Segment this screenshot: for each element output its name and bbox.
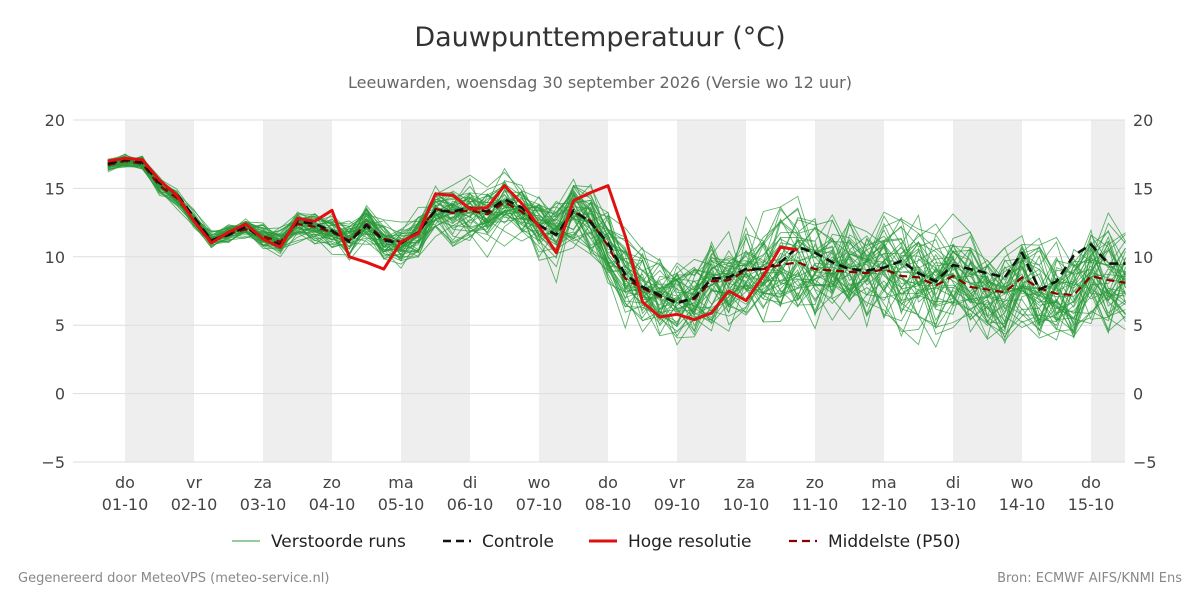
x-tick-day: zo [806, 473, 824, 492]
x-tick-date: 08-10 [585, 495, 632, 514]
y-tick-label-right: 10 [1133, 248, 1153, 267]
x-tick-day: wo [1011, 473, 1034, 492]
night-band-2 [401, 120, 470, 462]
x-tick-date: 15-10 [1068, 495, 1115, 514]
series-line-hoge-resolutie [107, 156, 799, 322]
x-tick-day: vr [669, 473, 685, 492]
x-tick-day: do [1081, 473, 1101, 492]
chart-subtitle: Leeuwarden, woensdag 30 september 2026 (… [348, 73, 852, 92]
main-series-lines [107, 156, 1126, 322]
night-band-1 [263, 120, 332, 462]
night-bands [125, 120, 1125, 462]
x-tick-date: 01-10 [102, 495, 149, 514]
x-tick-date: 10-10 [723, 495, 770, 514]
y-axis-right-labels: −5 0 5 10 15 20 [1133, 111, 1157, 472]
y-tick-label-right: 5 [1133, 316, 1143, 335]
y-tick-label-left: 0 [55, 385, 65, 404]
x-tick-date: 12-10 [861, 495, 908, 514]
legend-label: Controle [482, 532, 554, 552]
y-axis-left-labels: −5 0 5 10 15 20 [41, 111, 65, 472]
legend: Verstoorde runs Controle Hoge resolutie Mid… [232, 532, 961, 552]
footer-source: Bron: ECMWF AIFS/KNMI Ens [997, 571, 1182, 586]
night-band-0 [125, 120, 194, 462]
ensemble-member-line [107, 163, 1126, 333]
y-tick-label-left: 20 [45, 111, 65, 130]
x-axis-labels: do 01-10 vr 02-10 za 03-10 zo 04-10 ma 05-10 di 06-… [102, 473, 1115, 514]
y-tick-label-right: 15 [1133, 179, 1153, 198]
y-tick-label-left: 15 [45, 179, 65, 198]
footer-credit: Gegenereerd door MeteoVPS (meteo-service… [18, 571, 330, 586]
x-tick-date: 13-10 [930, 495, 977, 514]
ensemble-member-line [107, 159, 1126, 335]
x-tick-date: 02-10 [171, 495, 218, 514]
ensemble-member-line [107, 159, 1126, 329]
y-tick-label-left: 5 [55, 316, 65, 335]
x-tick-day: za [737, 473, 755, 492]
x-tick-day: ma [388, 473, 413, 492]
ensemble-member-line [107, 163, 1126, 325]
legend-label: Middelste (P50) [828, 532, 961, 552]
x-tick-date: 07-10 [516, 495, 563, 514]
y-tick-label-right: 0 [1133, 385, 1143, 404]
night-band-3 [539, 120, 608, 462]
y-tick-label-left: −5 [41, 453, 65, 472]
x-tick-date: 05-10 [378, 495, 425, 514]
x-tick-date: 09-10 [654, 495, 701, 514]
y-tick-label-left: 10 [45, 248, 65, 267]
x-tick-day: wo [528, 473, 551, 492]
x-tick-day: do [115, 473, 135, 492]
x-tick-day: di [463, 473, 478, 492]
x-tick-date: 06-10 [447, 495, 494, 514]
x-tick-date: 03-10 [240, 495, 287, 514]
y-tick-label-right: 20 [1133, 111, 1153, 130]
legend-label: Hoge resolutie [628, 532, 752, 552]
series-line-controle [107, 158, 1126, 305]
ensemble-member-line [107, 162, 1126, 324]
chart-title: Dauwpunttemperatuur (°C) [414, 22, 786, 53]
x-tick-day: za [254, 473, 272, 492]
x-tick-day: vr [186, 473, 202, 492]
y-tick-label-right: −5 [1133, 453, 1157, 472]
x-tick-day: zo [323, 473, 341, 492]
x-tick-day: di [946, 473, 961, 492]
x-tick-day: ma [871, 473, 896, 492]
x-tick-date: 04-10 [309, 495, 356, 514]
series-line-middelste-p50- [107, 159, 1126, 303]
x-tick-date: 14-10 [999, 495, 1046, 514]
x-tick-day: do [598, 473, 618, 492]
x-tick-date: 11-10 [792, 495, 839, 514]
legend-label: Verstoorde runs [271, 532, 406, 552]
ensemble-member-line [107, 157, 1126, 330]
